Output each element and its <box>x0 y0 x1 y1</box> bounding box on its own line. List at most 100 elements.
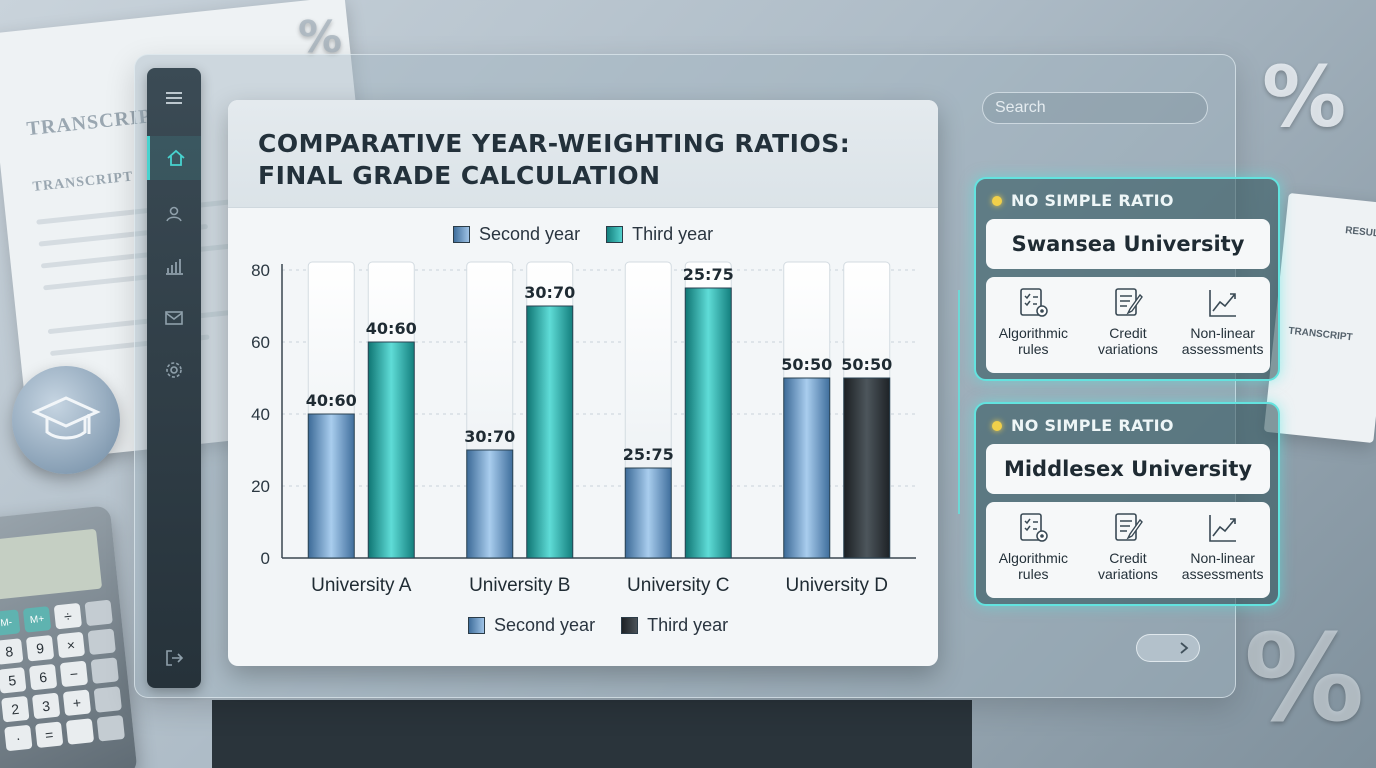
legend-item: Third year <box>606 224 713 245</box>
search-bar <box>982 92 1208 124</box>
status-badge: NO SIMPLE RATIO <box>992 191 1174 210</box>
trend-line-icon <box>1208 515 1236 542</box>
legend-label: Third year <box>632 224 714 244</box>
calculator-icon: M- M+ ÷ 8 9 × 5 6− 2 3 + · = <box>0 505 138 768</box>
legend-item: Second year <box>468 615 595 636</box>
calculator-key: M- <box>0 609 21 636</box>
logout-icon[interactable] <box>147 636 201 680</box>
calculator-key: · <box>4 724 33 752</box>
menu-icon[interactable] <box>147 76 201 120</box>
bar <box>684 287 732 559</box>
university-name: Swansea University <box>986 219 1270 269</box>
results-transcript-label: TRANSCRIPT <box>1287 325 1354 344</box>
bar-chart-icon[interactable] <box>147 244 201 288</box>
chart-title: Comparative Year-Weighting Ratios: Final… <box>258 129 851 190</box>
data-label: 50:50 <box>841 355 892 374</box>
y-tick-label: 0 <box>261 549 270 568</box>
transcript-label: TRANSCRIPT <box>32 169 135 195</box>
chevron-right-icon <box>1180 642 1189 654</box>
calculator-key: 5 <box>0 667 27 694</box>
feature-label: Non-linear assessments <box>1181 550 1264 582</box>
info-panel-middlesex: NO SIMPLE RATIO Middlesex University Alg… <box>974 402 1280 606</box>
calculator-key: M+ <box>22 606 52 633</box>
feature-list: Algorithmic rules Credit variations Non-… <box>986 502 1270 598</box>
bar <box>783 377 831 559</box>
results-paper: RESULT TRANSCRIPT <box>1263 192 1376 444</box>
data-label: 25:75 <box>623 445 674 464</box>
x-tick-label: University D <box>786 575 888 596</box>
calculator-key: ÷ <box>53 602 83 630</box>
chart-card: Comparative Year-Weighting Ratios: Final… <box>228 100 938 666</box>
feature-item: Non-linear assessments <box>1178 510 1268 582</box>
x-tick-label: University C <box>627 575 729 596</box>
trend-line-icon <box>1208 290 1236 317</box>
calculator-key <box>84 599 113 627</box>
percent-icon: % <box>1262 48 1347 146</box>
legend-item: Third year <box>621 615 728 636</box>
mail-icon[interactable] <box>147 296 201 340</box>
calculator-key <box>96 715 126 742</box>
legend-label: Second year <box>479 224 581 244</box>
search-input[interactable] <box>995 99 1202 117</box>
bar <box>367 341 415 559</box>
calculator-key: − <box>59 660 89 688</box>
feature-label: Non-linear assessments <box>1181 325 1264 357</box>
data-label: 50:50 <box>781 355 832 374</box>
bar <box>526 305 574 559</box>
calculator-key: = <box>34 721 64 749</box>
badge-label: NO SIMPLE RATIO <box>1011 191 1174 210</box>
feature-list: Algorithmic rules Credit variations Non-… <box>986 277 1270 373</box>
legend-bottom: Second year Third year <box>468 615 728 636</box>
calculator-key <box>87 628 116 656</box>
bar-chart: 0 20 40 60 80 40:60 40:60 University A 30:70 30:7… <box>251 261 916 596</box>
feature-item: Credit variations <box>1083 510 1173 582</box>
home-icon[interactable] <box>147 136 201 180</box>
feature-item: Credit variations <box>1083 285 1173 357</box>
user-icon[interactable] <box>147 192 201 236</box>
calculator-key <box>93 686 122 713</box>
badge-label: NO SIMPLE RATIO <box>1011 416 1174 435</box>
legend-label: Third year <box>647 615 729 635</box>
gear-icon[interactable] <box>147 348 201 392</box>
legend-label: Second year <box>494 615 596 635</box>
calculator-key <box>65 718 95 745</box>
next-toggle-button[interactable] <box>1136 634 1200 662</box>
sidebar <box>147 68 201 688</box>
x-tick-label: University B <box>469 575 570 596</box>
calculator-key: 3 <box>31 692 61 720</box>
feature-item: Non-linear assessments <box>1178 285 1268 357</box>
document-edit-icon <box>1115 288 1143 316</box>
info-panel-swansea: NO SIMPLE RATIO Swansea University Algor… <box>974 177 1280 381</box>
calculator-key: × <box>56 631 86 659</box>
checklist-gear-icon <box>1020 288 1049 317</box>
bar <box>624 467 672 559</box>
university-name: Middlesex University <box>986 444 1270 494</box>
data-label: 25:75 <box>683 265 734 284</box>
x-tick-label: University A <box>311 575 412 596</box>
graduation-cap-icon <box>12 366 120 474</box>
chart-header: Comparative Year-Weighting Ratios: Final… <box>228 100 938 208</box>
feature-label: Algorithmic rules <box>998 325 1068 357</box>
calculator-key <box>90 657 119 684</box>
results-label: RESULT <box>1344 225 1376 241</box>
data-label: 30:70 <box>524 283 575 302</box>
data-label: 40:60 <box>306 391 357 410</box>
feature-item: Algorithmic rules <box>988 510 1078 582</box>
feature-label: Credit variations <box>1098 325 1158 357</box>
desk-surface <box>212 700 972 768</box>
feature-item: Algorithmic rules <box>988 285 1078 357</box>
bar <box>466 449 514 559</box>
bar <box>307 413 355 559</box>
calculator-key: 6 <box>28 663 58 691</box>
data-label: 40:60 <box>366 319 417 338</box>
status-dot-icon <box>992 420 1002 431</box>
calculator-key: 8 <box>0 638 24 665</box>
legend-top: Second year Third year <box>453 224 713 245</box>
checklist-gear-icon <box>1020 513 1049 542</box>
y-tick-label: 40 <box>251 405 270 424</box>
calculator-key: 2 <box>1 695 30 723</box>
bar <box>843 377 891 559</box>
status-dot-icon <box>992 195 1002 206</box>
percent-icon: % <box>1244 610 1365 749</box>
feature-label: Credit variations <box>1098 550 1158 582</box>
